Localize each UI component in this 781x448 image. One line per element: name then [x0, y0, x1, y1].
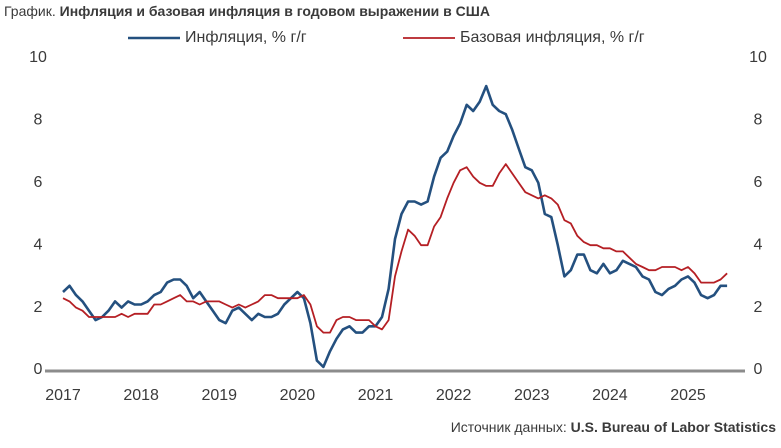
y2-tick-label: 6: [754, 174, 763, 191]
y-tick-label: 10: [29, 49, 47, 66]
legend-label: Базовая инфляция, % г/г: [460, 29, 645, 46]
y2-tick-label: 0: [754, 361, 763, 378]
x-tick-label: 2020: [280, 387, 316, 404]
legend-label: Инфляция, % г/г: [185, 29, 307, 46]
y-tick-label: 6: [34, 174, 43, 191]
x-tick-label: 2023: [514, 387, 550, 404]
y2-tick-label: 2: [754, 299, 763, 316]
x-tick-label: 2021: [358, 387, 394, 404]
y-tick-label: 4: [34, 236, 43, 253]
y-tick-label: 0: [34, 361, 43, 378]
x-tick-label: 2022: [436, 387, 472, 404]
x-tick-label: 2019: [201, 387, 237, 404]
x-tick-label: 2025: [670, 387, 706, 404]
title: Инфляция и базовая инфляция в годовом вы…: [60, 3, 490, 19]
source-name: U.S. Bureau of Labor Statistics: [571, 419, 777, 435]
source-prefix: Источник данных:: [451, 419, 567, 435]
chart-title: График. Инфляция и базовая инфляция в го…: [4, 3, 490, 19]
x-tick-label: 2017: [45, 387, 81, 404]
title-prefix: График.: [4, 3, 56, 19]
x-tick-label: 2018: [123, 387, 159, 404]
x-tick-label: 2024: [592, 387, 628, 404]
y2-tick-label: 10: [749, 49, 767, 66]
y2-tick-label: 8: [754, 112, 763, 129]
y-tick-label: 2: [34, 299, 43, 316]
y2-tick-label: 4: [754, 236, 763, 253]
y-tick-label: 8: [34, 112, 43, 129]
series-line: [62, 163, 728, 334]
source: Источник данных: U.S. Bureau of Labor St…: [451, 419, 777, 435]
series-line: [62, 84, 728, 369]
